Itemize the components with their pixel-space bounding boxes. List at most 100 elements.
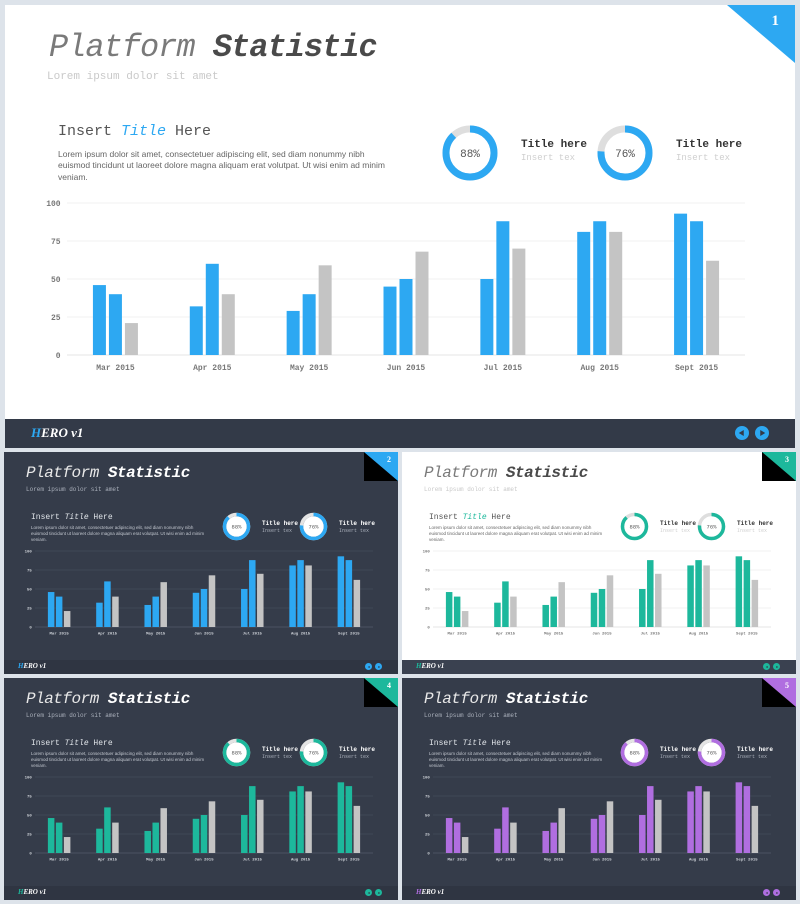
slide-thumb-2[interactable]: 2 Platform Statistic Lorem ipsum dolor s… bbox=[4, 452, 398, 674]
bar-series-3 bbox=[512, 248, 526, 355]
bar-series-3 bbox=[160, 582, 167, 627]
kpi-percent: 76% bbox=[615, 149, 635, 161]
y-tick-label: 75 bbox=[51, 238, 61, 247]
bar-series-1 bbox=[286, 310, 300, 355]
bar-series-1 bbox=[192, 592, 200, 627]
x-tick-label: Mar 2015 bbox=[50, 858, 70, 863]
bar-series-3 bbox=[221, 294, 235, 355]
slide-nav bbox=[365, 663, 382, 670]
kpi-ring-fill bbox=[222, 512, 251, 541]
slide-subtitle: Lorem ipsum dolor sit amet bbox=[424, 486, 518, 493]
slide-nav bbox=[763, 663, 780, 670]
footer-bar: HERO v1 bbox=[4, 660, 398, 674]
kpi-ring-1: 88% bbox=[442, 125, 498, 181]
slide-nav bbox=[365, 889, 382, 896]
y-tick-label: 0 bbox=[427, 626, 430, 630]
kpi-percent: 88% bbox=[460, 149, 480, 161]
slide-title: Platform Statistic bbox=[49, 29, 378, 66]
bar-series-3 bbox=[655, 573, 662, 627]
y-tick-label: 0 bbox=[29, 852, 32, 856]
y-tick-label: 25 bbox=[425, 607, 430, 611]
x-tick-label: May 2015 bbox=[544, 859, 564, 863]
next-arrow-icon[interactable] bbox=[773, 889, 780, 896]
bar-series-3 bbox=[558, 582, 565, 627]
y-tick-label: 50 bbox=[425, 588, 430, 592]
bar-series-1 bbox=[241, 815, 248, 853]
bar-series-2 bbox=[502, 807, 509, 853]
bar-series-2 bbox=[200, 589, 208, 627]
brand-logo: HERO v1 bbox=[416, 662, 445, 670]
corner-badge bbox=[727, 5, 795, 63]
bar-series-3 bbox=[257, 573, 264, 627]
bar-series-2 bbox=[695, 786, 702, 853]
kpi-text-1: Title here Insert tex bbox=[262, 746, 298, 760]
next-arrow-icon[interactable] bbox=[755, 426, 769, 440]
bar-series-1 bbox=[674, 213, 688, 355]
kpi-percent: 76% bbox=[707, 749, 718, 756]
x-tick-label: Apr 2015 bbox=[496, 632, 516, 637]
kpi-ring-2: 76% bbox=[597, 125, 653, 181]
kpi-ring-2: 76% bbox=[299, 512, 328, 541]
kpi-title: Title here bbox=[262, 745, 299, 753]
slide-thumb-3[interactable]: 3 Platform Statistic Lorem ipsum dolor s… bbox=[402, 452, 796, 674]
prev-arrow-icon[interactable] bbox=[763, 663, 770, 670]
bar-series-3 bbox=[305, 565, 312, 627]
bar-series-2 bbox=[297, 786, 304, 853]
x-tick-label: Sept 2015 bbox=[736, 633, 758, 637]
bar-series-3 bbox=[124, 323, 138, 355]
slide-thumb-4[interactable]: 4 Platform Statistic Lorem ipsum dolor s… bbox=[4, 678, 398, 900]
kpi-ring-1: 88% bbox=[620, 512, 649, 541]
bar-series-1 bbox=[144, 604, 151, 627]
bar-series-1 bbox=[47, 818, 55, 853]
x-tick-label: May 2015 bbox=[290, 364, 329, 373]
bar-series-3 bbox=[751, 805, 759, 853]
bar-series-3 bbox=[609, 231, 623, 355]
bar-series-3 bbox=[703, 565, 710, 627]
brand-logo: HERO v1 bbox=[18, 662, 47, 670]
bar-series-3 bbox=[751, 579, 759, 627]
slide-thumb-5[interactable]: 5 Platform Statistic Lorem ipsum dolor s… bbox=[402, 678, 796, 900]
kpi-title: Title here bbox=[262, 519, 299, 527]
kpi-title: Title here bbox=[339, 745, 376, 753]
corner-badge bbox=[364, 678, 398, 707]
next-arrow-icon[interactable] bbox=[375, 889, 382, 896]
bar-series-1 bbox=[735, 556, 743, 627]
bar-series-3 bbox=[305, 791, 312, 853]
kpi-text-1: Title here Insert tex bbox=[521, 139, 587, 163]
heading-accent: Title bbox=[462, 739, 487, 748]
slide-main[interactable]: 1 Platform Statistic Lorem ipsum dolor s… bbox=[5, 5, 795, 448]
y-tick-label: 100 bbox=[423, 550, 431, 554]
prev-arrow-icon[interactable] bbox=[365, 663, 372, 670]
prev-arrow-icon[interactable] bbox=[735, 426, 749, 440]
y-tick-label: 0 bbox=[29, 626, 32, 630]
slide-number: 2 bbox=[387, 455, 391, 464]
kpi-ring-2: 76% bbox=[697, 512, 726, 541]
kpi-ring-2: 76% bbox=[697, 738, 726, 767]
bar-series-3 bbox=[353, 579, 361, 627]
bar-series-1 bbox=[445, 592, 453, 627]
kpi-ring-fill bbox=[620, 512, 649, 541]
kpi-subtitle: Insert tex bbox=[676, 153, 731, 164]
bar-series-2 bbox=[453, 596, 461, 627]
next-arrow-icon[interactable] bbox=[375, 663, 382, 670]
prev-arrow-icon[interactable] bbox=[365, 889, 372, 896]
x-tick-label: Sept 2015 bbox=[736, 859, 758, 863]
kpi-text-2: Title here Insert tex bbox=[676, 139, 742, 163]
bar-series-2 bbox=[108, 294, 122, 355]
prev-arrow-icon[interactable] bbox=[763, 889, 770, 896]
x-tick-label: May 2015 bbox=[146, 633, 166, 637]
next-arrow-icon[interactable] bbox=[773, 663, 780, 670]
footer-bar: HERO v1 bbox=[4, 886, 398, 900]
bar-series-1 bbox=[590, 818, 598, 853]
x-tick-label: Jul 2015 bbox=[641, 632, 661, 637]
y-tick-label: 100 bbox=[46, 200, 61, 209]
bar-series-1 bbox=[92, 285, 106, 355]
bar-series-1 bbox=[383, 286, 397, 355]
x-tick-label: Jul 2015 bbox=[243, 632, 263, 637]
kpi-title: Title here bbox=[737, 745, 774, 753]
kpi-text-1: Title here Insert tex bbox=[262, 520, 298, 534]
section-heading: Insert Title Here bbox=[31, 513, 113, 522]
bar-series-2 bbox=[200, 815, 208, 853]
slide-title: Platform Statistic bbox=[26, 690, 190, 708]
bar-series-1 bbox=[542, 604, 549, 627]
